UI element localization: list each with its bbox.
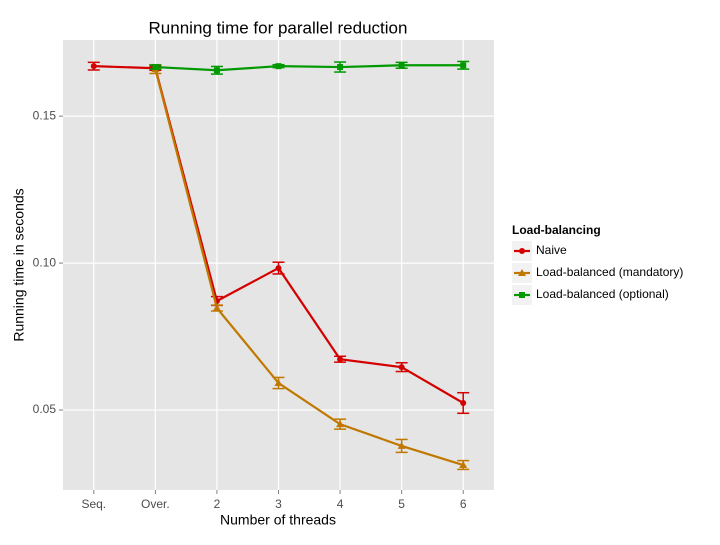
x-tick-label: 5: [398, 497, 405, 511]
data-point: [275, 265, 282, 272]
legend-label: Load-balanced (optional): [536, 287, 669, 301]
legend-label: Load-balanced (mandatory): [536, 265, 683, 279]
y-tick-label: 0.15: [33, 108, 57, 122]
data-point: [152, 64, 159, 71]
legend-label: Naive: [536, 243, 567, 257]
legend-marker: [519, 248, 525, 254]
data-point: [90, 63, 97, 70]
x-tick-label: 4: [337, 497, 344, 511]
legend-title: Load-balancing: [512, 223, 601, 237]
x-tick-label: 6: [460, 497, 467, 511]
legend-marker: [519, 292, 525, 298]
y-axis-label: Running time in seconds: [11, 188, 27, 341]
data-point: [397, 441, 406, 449]
data-point: [275, 63, 282, 70]
data-point: [398, 62, 405, 69]
data-point: [459, 461, 468, 469]
data-point: [213, 67, 220, 74]
x-tick-label: 2: [214, 497, 221, 511]
data-point: [398, 364, 405, 371]
data-point: [212, 304, 221, 312]
data-point: [274, 379, 283, 387]
series-line: [155, 64, 464, 72]
x-tick-label: Seq.: [81, 497, 106, 511]
data-point: [460, 62, 467, 69]
legend-marker: [518, 269, 526, 276]
chart-title: Running time for parallel reduction: [149, 18, 408, 37]
x-tick-label: Over.: [141, 497, 170, 511]
data-point: [460, 399, 467, 406]
data-point: [337, 356, 344, 363]
y-tick-label: 0.05: [33, 402, 57, 416]
y-tick-label: 0.10: [33, 255, 57, 269]
data-point: [336, 420, 345, 428]
x-axis-label: Number of threads: [220, 512, 336, 528]
data-point: [337, 64, 344, 71]
x-tick-label: 3: [275, 497, 282, 511]
series-line: [154, 68, 464, 467]
